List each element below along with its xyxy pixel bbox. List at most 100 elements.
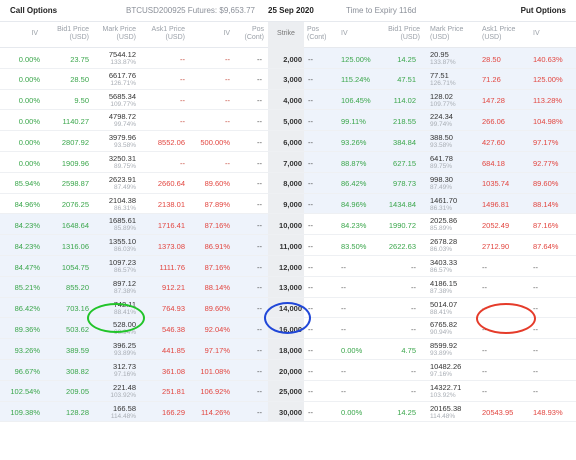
- call-bid-price[interactable]: 703.16: [66, 304, 89, 314]
- table-row[interactable]: 96.67% 308.82 312.73 97.16% 361.08 101.08% -- 2…: [0, 360, 576, 381]
- call-ask-header: Ask1 Price (USD): [140, 26, 185, 42]
- put-ask-price[interactable]: 1496.81: [482, 200, 510, 210]
- put-bid-price[interactable]: 1434.84: [388, 200, 416, 210]
- call-bid-price[interactable]: 1054.75: [61, 262, 89, 272]
- call-bid-price[interactable]: 209.05: [66, 387, 89, 397]
- call-ask-price[interactable]: 1716.41: [157, 220, 185, 230]
- put-options-title: Put Options: [520, 6, 566, 15]
- call-ask-price[interactable]: 361.08: [162, 366, 185, 376]
- put-bid-price[interactable]: 627.15: [393, 158, 416, 168]
- put-bid-price[interactable]: 14.25: [397, 408, 416, 418]
- put-ask-price[interactable]: 147.28: [482, 96, 505, 106]
- call-bid-price[interactable]: 1909.96: [61, 158, 89, 168]
- put-bid-header-unit: (USD): [400, 34, 420, 41]
- call-bid-price[interactable]: 308.82: [66, 366, 89, 376]
- table-row[interactable]: 0.00% 1140.27 4798.72 99.74% -- -- -- 5,000 -- 99…: [0, 110, 576, 132]
- table-row[interactable]: 0.00% 1909.96 3250.31 89.75% -- -- -- 7,000 -- 88…: [0, 152, 576, 173]
- table-row[interactable]: 84.23% 1648.64 1685.61 85.89% 1716.41 87.16% -…: [0, 214, 576, 236]
- call-ask-price[interactable]: 2660.64: [157, 179, 185, 189]
- call-mark-iv: 114.48%: [110, 412, 136, 420]
- call-ask-price[interactable]: 166.29: [162, 408, 185, 418]
- table-row[interactable]: 0.00% 2807.92 3979.96 93.58% 8552.06 500.00% -…: [0, 131, 576, 152]
- put-ask-price[interactable]: --: [482, 345, 487, 355]
- put-bid-price[interactable]: 2622.63: [388, 241, 416, 251]
- put-ask-price[interactable]: 427.60: [482, 137, 505, 147]
- table-row[interactable]: 93.26% 389.59 396.25 93.89% 441.85 97.17% -- 18…: [0, 339, 576, 360]
- call-bid-price[interactable]: 1648.64: [61, 220, 89, 230]
- call-ask-price[interactable]: 2138.01: [157, 200, 185, 210]
- put-bid-price[interactable]: --: [411, 304, 416, 314]
- call-bid-price[interactable]: 23.75: [70, 54, 89, 64]
- put-bid-iv: --: [341, 283, 346, 293]
- table-row[interactable]: 84.23% 1316.06 1355.10 86.03% 1373.08 86.91% -…: [0, 235, 576, 256]
- put-ask-price[interactable]: --: [482, 387, 487, 397]
- call-ask-price[interactable]: --: [180, 54, 185, 64]
- call-ask-price[interactable]: 912.21: [162, 283, 185, 293]
- table-row[interactable]: 85.21% 855.20 897.12 87.38% 912.21 88.14% -- 13…: [0, 276, 576, 298]
- call-ask-price[interactable]: 1373.08: [157, 241, 185, 251]
- put-mark-iv: 97.16%: [430, 371, 453, 378]
- put-ask-price[interactable]: 2712.90: [482, 241, 510, 251]
- table-row[interactable]: 0.00% 28.50 6617.76 126.71% -- -- -- 3,000 -- 115…: [0, 68, 576, 90]
- put-ask-price[interactable]: 71.26: [482, 75, 501, 85]
- expiry-date[interactable]: 25 Sep 2020: [268, 6, 314, 15]
- call-ask-price[interactable]: 546.38: [162, 324, 185, 334]
- put-ask-price[interactable]: 1035.74: [482, 179, 510, 189]
- call-bid-price[interactable]: 2807.92: [61, 137, 89, 147]
- put-bid-price[interactable]: 47.51: [397, 75, 416, 85]
- call-bid-price[interactable]: 503.62: [66, 324, 89, 334]
- put-ask-price[interactable]: 2052.49: [482, 220, 510, 230]
- put-ask-price[interactable]: 266.06: [482, 116, 505, 126]
- call-bid-price[interactable]: 1140.27: [62, 116, 89, 126]
- call-bid-price[interactable]: 389.59: [66, 345, 89, 355]
- call-ask-iv: --: [225, 96, 230, 106]
- call-position: --: [257, 54, 262, 64]
- table-row[interactable]: 84.96% 2076.25 2104.38 86.31% 2138.01 87.89% -…: [0, 193, 576, 215]
- call-ask-price[interactable]: 8552.06: [157, 137, 185, 147]
- put-bid-price[interactable]: 114.02: [393, 96, 416, 106]
- call-itm-bg: [0, 360, 268, 380]
- put-bid-price[interactable]: 978.73: [393, 179, 416, 189]
- call-bid-price[interactable]: 2076.25: [61, 200, 89, 210]
- table-row[interactable]: 84.47% 1054.75 1097.23 86.57% 1111.76 87.16% -…: [0, 256, 576, 277]
- call-ask-price[interactable]: 441.85: [162, 345, 185, 355]
- call-ask-price[interactable]: --: [180, 116, 185, 126]
- put-bid-price[interactable]: 384.84: [393, 137, 416, 147]
- call-mark-price: 7544.12: [108, 50, 136, 59]
- put-bid-price[interactable]: 4.75: [401, 345, 416, 355]
- put-ask-price[interactable]: 28.50: [482, 54, 501, 64]
- call-ask-price[interactable]: 251.81: [162, 387, 185, 397]
- put-ask-price[interactable]: 20543.95: [482, 408, 514, 418]
- call-bid-price[interactable]: 1316.06: [61, 241, 89, 251]
- put-bid-price[interactable]: --: [411, 283, 416, 293]
- call-bid-price[interactable]: 28.50: [70, 75, 89, 85]
- put-ask-price[interactable]: --: [482, 262, 487, 272]
- put-ask-price[interactable]: --: [482, 366, 487, 376]
- put-bid-price[interactable]: --: [411, 262, 416, 272]
- call-ask-price[interactable]: 764.93: [162, 304, 185, 314]
- call-ask-price[interactable]: --: [180, 75, 185, 85]
- table-row[interactable]: 0.00% 9.50 5685.34 109.77% -- -- -- 4,000 -- 106.…: [0, 89, 576, 111]
- call-bid-iv: 86.42%: [14, 304, 40, 314]
- put-ask-price[interactable]: 684.18: [482, 158, 505, 168]
- put-bid-price[interactable]: 14.25: [397, 54, 416, 64]
- put-bid-price[interactable]: 1990.72: [388, 220, 416, 230]
- table-row[interactable]: 85.94% 2598.87 2623.91 87.49% 2660.64 89.60% -…: [0, 172, 576, 194]
- call-bid-price[interactable]: 2598.87: [61, 179, 89, 189]
- table-row[interactable]: 0.00% 23.75 7544.12 133.87% -- -- -- 2,000 -- 125…: [0, 48, 576, 69]
- call-ask-price[interactable]: 1111.76: [159, 262, 185, 272]
- call-ask-price[interactable]: --: [180, 158, 185, 168]
- put-bid-price[interactable]: --: [411, 387, 416, 397]
- call-ask-price[interactable]: --: [180, 96, 185, 106]
- put-bid-price[interactable]: --: [411, 324, 416, 334]
- put-bid-price[interactable]: --: [411, 366, 416, 376]
- call-bid-price[interactable]: 9.50: [74, 96, 89, 106]
- call-bid-price[interactable]: 855.20: [66, 283, 89, 293]
- put-ask-price[interactable]: --: [482, 283, 487, 293]
- strike-price: 3,000: [283, 75, 302, 85]
- table-row[interactable]: 102.54% 209.05 221.48 103.92% 251.81 106.92% -…: [0, 380, 576, 402]
- strike-price: 13,000: [279, 283, 302, 293]
- call-bid-price[interactable]: 128.28: [66, 408, 89, 418]
- table-row[interactable]: 109.38% 128.28 166.58 114.48% 166.29 114.26% -…: [0, 401, 576, 423]
- put-bid-price[interactable]: 218.55: [393, 116, 416, 126]
